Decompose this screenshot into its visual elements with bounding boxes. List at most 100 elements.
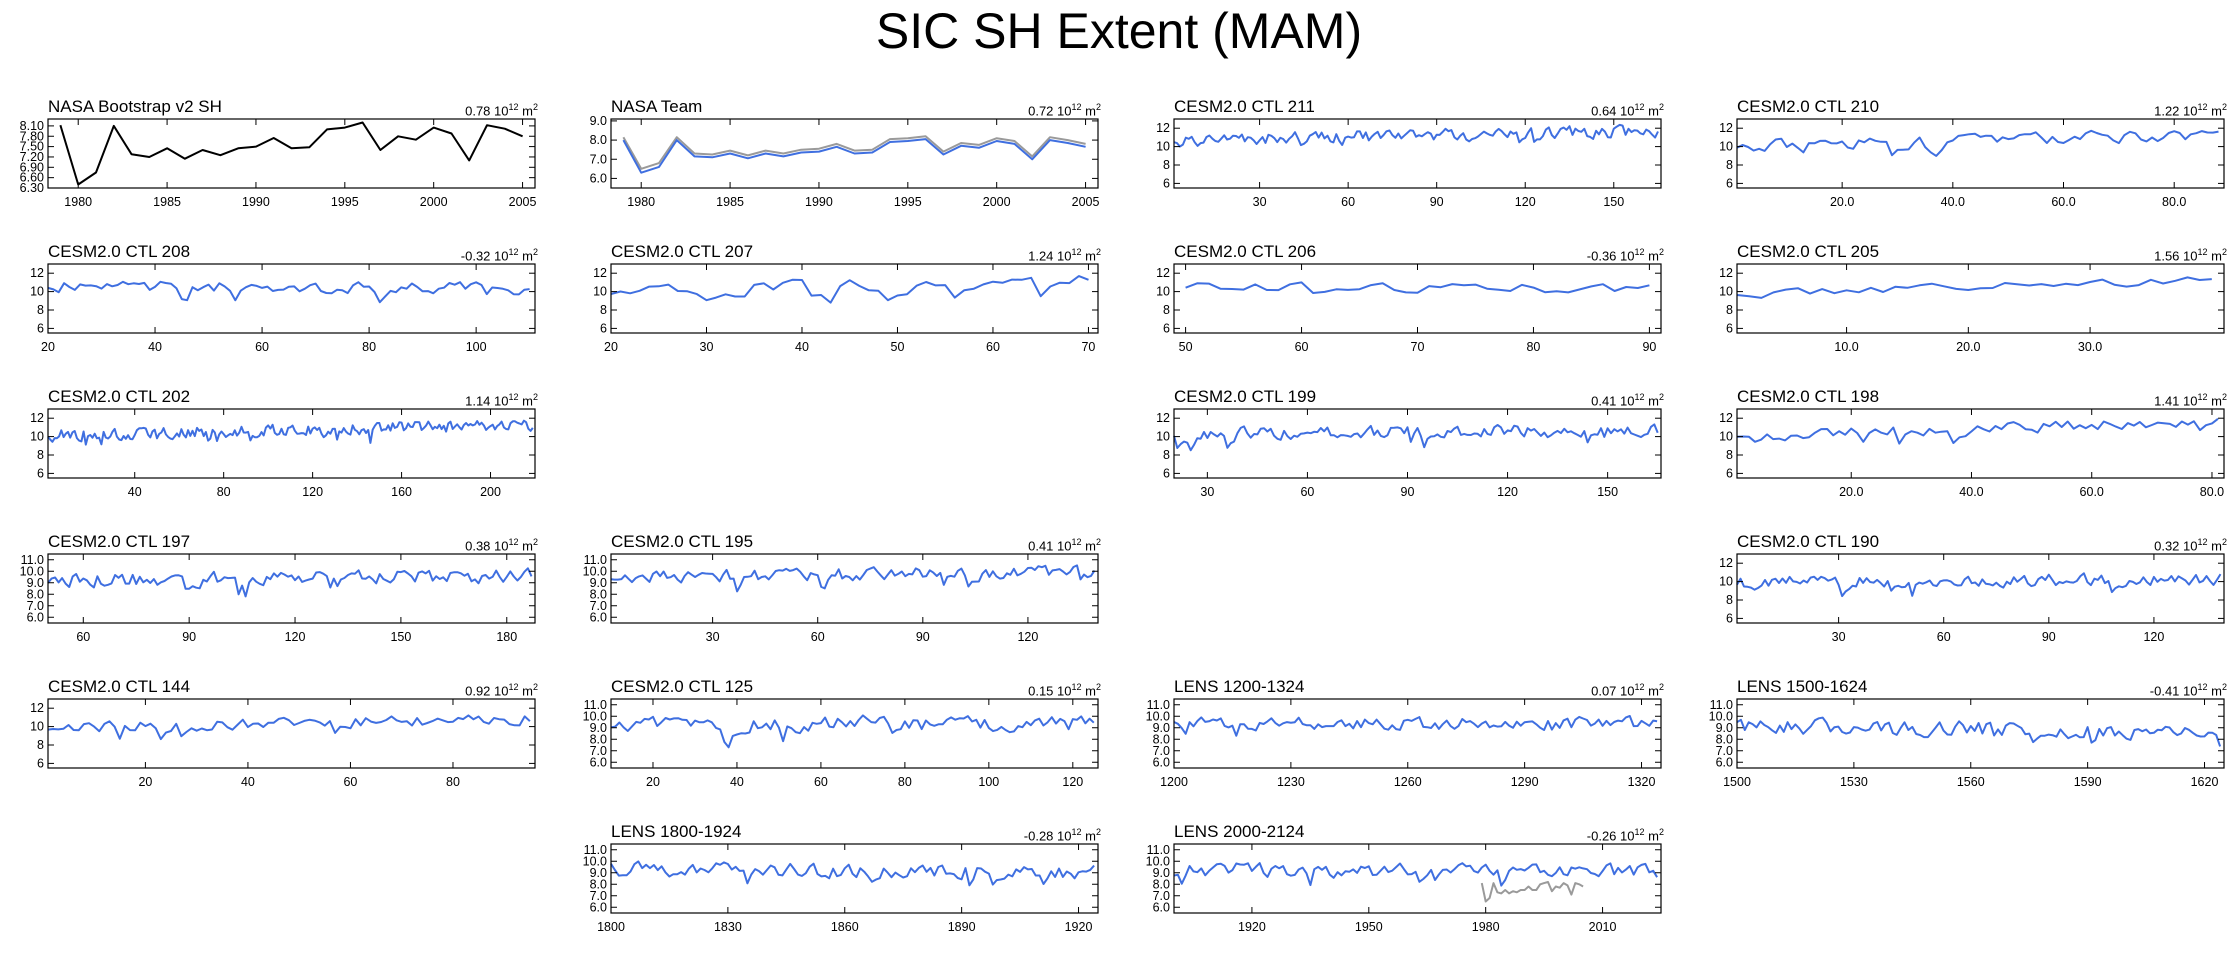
trend-value: -0.26 — [1586, 828, 1617, 844]
trend-value: 1.22 — [2154, 103, 2180, 119]
trend-suffix-exponent: 2 — [532, 102, 538, 112]
panel-trend: 0.38 1012 m2 — [465, 532, 538, 556]
y-tick-label: 6.0 — [1153, 755, 1170, 769]
series-line-0 — [622, 135, 1086, 170]
y-tick-label: 8.10 — [20, 119, 44, 133]
x-tick-label: 90 — [1401, 485, 1415, 499]
x-tick-label: 1990 — [242, 195, 270, 209]
y-tick-label: 6.0 — [590, 755, 607, 769]
y-tick-label: 7.0 — [590, 599, 607, 613]
trend-units-suffix: m — [1644, 393, 1659, 409]
y-tick-label: 11.0 — [584, 553, 607, 567]
panel-title: NASA Bootstrap v2 SH — [48, 97, 222, 116]
y-tick-label: 6.0 — [27, 610, 44, 624]
y-tick-label: 10.0 — [583, 854, 607, 868]
y-tick-label: 6 — [1726, 466, 1733, 480]
trend-suffix-exponent: 2 — [532, 247, 538, 257]
panel-trend: 0.72 1012 m2 — [1028, 97, 1101, 121]
x-tick-label: 40 — [795, 340, 809, 354]
panel-ctl-197: CESM2.0 CTL 197 0.38 1012 m2 6.0 7.0 8.0 9.0 1… — [20, 532, 538, 660]
y-tick-label: 6.0 — [590, 900, 607, 914]
x-tick-label: 90 — [1642, 340, 1656, 354]
trend-units-base: 10 — [1620, 393, 1635, 409]
panel-ctl-125: CESM2.0 CTL 125 0.15 1012 m2 6.0 7.0 8.0 9.0 1… — [583, 677, 1101, 805]
chart-nasa-team: 6.0 7.0 8.0 9.0 1980 1985 1990 1995 2000 2005 — [590, 114, 1100, 209]
y-tick-label: 9.0 — [590, 114, 607, 128]
chart-ctl-205: 6 8 10 12 10.0 20.0 30.0 — [1719, 263, 2225, 354]
trend-units-exponent: 12 — [2197, 247, 2208, 257]
y-tick-label: 6.60 — [20, 171, 44, 185]
panel-title: CESM2.0 CTL 208 — [48, 242, 191, 261]
panel-title: CESM2.0 CTL 211 — [1174, 97, 1315, 116]
x-tick-label: 1980 — [627, 195, 655, 209]
panel-title: CESM2.0 CTL 210 — [1737, 97, 1880, 116]
y-tick-label: 6 — [1163, 176, 1170, 190]
y-tick-label: 10.0 — [1146, 709, 1170, 723]
trend-units-exponent: 12 — [2197, 392, 2208, 402]
x-tick-label: 1860 — [831, 920, 859, 934]
trend-units-exponent: 12 — [1071, 827, 1082, 837]
x-tick-label: 2000 — [420, 195, 448, 209]
y-tick-label: 8 — [600, 303, 607, 317]
y-tick-label: 6 — [1726, 176, 1733, 190]
trend-value: -0.36 — [1586, 248, 1617, 264]
trend-suffix-exponent: 2 — [2221, 392, 2227, 402]
panel-lens-1800: LENS 1800-1924 -0.28 1012 m2 6.0 7.0 8.0 9.0 1… — [583, 822, 1101, 950]
x-tick-label: 2005 — [509, 195, 537, 209]
panel-title: CESM2.0 CTL 202 — [48, 387, 191, 406]
trend-units-base: 10 — [2183, 248, 2198, 264]
x-tick-label: 1980 — [1472, 920, 1500, 934]
x-tick-label: 120 — [302, 485, 323, 499]
x-tick-label: 1530 — [1840, 775, 1868, 789]
series-line-0 — [1736, 716, 2222, 747]
trend-units-suffix: m — [1081, 828, 1096, 844]
trend-value: 1.24 — [1028, 248, 1054, 264]
chart-ctl-208: 6 8 10 12 20 40 60 80 100 — [30, 263, 536, 354]
y-tick-label: 12 — [1156, 121, 1170, 135]
x-tick-label: 90 — [2042, 630, 2056, 644]
y-tick-label: 6.0 — [1716, 755, 1733, 769]
x-tick-label: 30 — [1200, 485, 1214, 499]
y-tick-label: 8.0 — [27, 587, 44, 601]
x-tick-label: 1560 — [1957, 775, 1985, 789]
x-tick-label: 60.0 — [2080, 485, 2104, 499]
trend-units-exponent: 12 — [508, 537, 519, 547]
y-tick-label: 12 — [1156, 266, 1170, 280]
x-tick-label: 1990 — [805, 195, 833, 209]
x-tick-label: 80 — [446, 775, 460, 789]
y-tick-label: 9.0 — [590, 866, 607, 880]
chart-ctl-202: 6 8 10 12 40 80 120 160 200 — [30, 408, 536, 499]
x-tick-label: 1320 — [1628, 775, 1656, 789]
series-line-0 — [610, 860, 1095, 887]
panel-title: LENS 1800-1924 — [611, 822, 742, 841]
trend-units-base: 10 — [1057, 683, 1072, 699]
y-tick-label: 11.0 — [21, 553, 44, 567]
y-tick-label: 12 — [30, 266, 44, 280]
y-tick-label: 10 — [1156, 285, 1170, 299]
x-tick-label: 40 — [128, 485, 142, 499]
y-tick-label: 11.0 — [1710, 698, 1733, 712]
y-tick-label: 10 — [1719, 140, 1733, 154]
panel-trend: 1.24 1012 m2 — [1028, 242, 1101, 266]
panel-ctl-195: CESM2.0 CTL 195 0.41 1012 m2 6.0 7.0 8.0 9.0 1… — [583, 532, 1101, 660]
trend-units-suffix: m — [1644, 103, 1659, 119]
panel-ctl-205: CESM2.0 CTL 205 1.56 1012 m2 6 8 10 12 10.0 20.… — [1719, 242, 2227, 370]
y-tick-label: 12 — [1719, 266, 1733, 280]
y-tick-label: 8.0 — [590, 587, 607, 601]
panel-title: LENS 1500-1624 — [1737, 677, 1868, 696]
trend-suffix-exponent: 2 — [1658, 392, 1664, 402]
trend-units-exponent: 12 — [1634, 247, 1645, 257]
panel-title: CESM2.0 CTL 206 — [1174, 242, 1317, 261]
panel-trend: 0.32 1012 m2 — [2154, 532, 2227, 556]
y-tick-label: 8 — [1163, 448, 1170, 462]
y-tick-label: 10 — [1719, 285, 1733, 299]
trend-units-base: 10 — [1057, 248, 1072, 264]
panel-title: CESM2.0 CTL 205 — [1737, 242, 1880, 261]
y-tick-label: 6.90 — [20, 160, 44, 174]
series-line-0 — [47, 280, 530, 304]
y-tick-label: 10.0 — [1146, 854, 1170, 868]
trend-units-exponent: 12 — [1071, 102, 1082, 112]
y-tick-label: 12 — [1156, 411, 1170, 425]
trend-units-base: 10 — [1620, 248, 1635, 264]
chart-ctl-198: 6 8 10 12 20.0 40.0 60.0 80.0 — [1719, 408, 2225, 499]
